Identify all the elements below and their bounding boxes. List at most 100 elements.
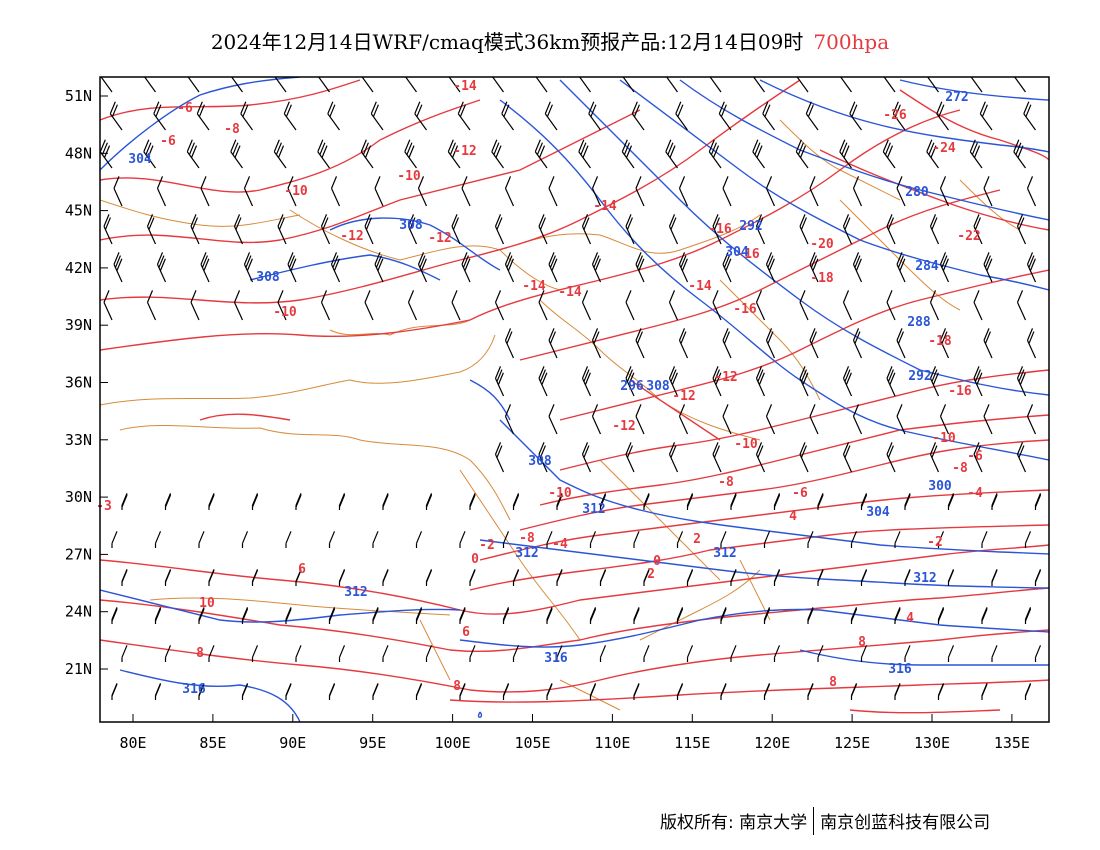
wind-barb [1024, 607, 1032, 624]
wind-barb [230, 139, 243, 169]
wind-barb [241, 683, 249, 700]
wind-barb [665, 139, 678, 169]
wind-barb [947, 493, 955, 510]
wind-barb [230, 77, 243, 93]
wind-barb [886, 366, 896, 397]
temperature-label: -20 [810, 237, 834, 252]
temperature-isotherm [629, 379, 721, 441]
temperature-label: -4 [967, 486, 983, 501]
wind-barb [196, 101, 210, 131]
wind-barb [755, 214, 766, 245]
wind-barb [251, 645, 259, 662]
wind-barb [860, 569, 868, 586]
geopotential-height-contour [499, 99, 1049, 461]
wind-barb [146, 290, 157, 321]
temperature-label: 6 [298, 562, 306, 577]
geopotential-height-contour [477, 711, 483, 718]
wind-barb [415, 683, 423, 700]
wind-barb [285, 531, 292, 548]
geopotential-height-contour [100, 77, 301, 171]
wind-barb [904, 493, 911, 510]
wind-barb [251, 569, 259, 586]
geopotential-height-contour [479, 539, 1049, 589]
wind-barb [722, 252, 732, 283]
boundary-line [839, 199, 961, 311]
boundary-line [459, 469, 581, 641]
wind-barb [765, 176, 776, 207]
wind-barb [328, 683, 336, 700]
temperature-label: -8 [519, 531, 535, 546]
geopotential-height-contour [799, 649, 1049, 666]
lat-tick-label: 36N [65, 374, 92, 392]
wind-barb [599, 645, 607, 662]
wind-barb [535, 77, 548, 93]
temperature-label: -12 [672, 389, 695, 404]
company-name: 南京创蓝科技有限公司 [820, 813, 991, 833]
lat-tick-label: 33N [65, 431, 92, 449]
wind-barb [538, 290, 548, 321]
wind-barb [361, 77, 374, 93]
wind-barb [722, 176, 732, 207]
wind-barb [763, 683, 771, 700]
wind-barb [892, 101, 906, 131]
boundary-lines [100, 119, 1021, 711]
wind-barb [494, 442, 505, 473]
temperature-isotherm [100, 319, 471, 351]
wind-barb [370, 101, 384, 131]
height-label: 284 [915, 259, 939, 274]
wind-barb [143, 77, 156, 93]
temperature-isotherm [100, 79, 361, 121]
wind-barb [512, 493, 520, 510]
temperature-label: 8 [453, 679, 461, 694]
temperature-label: 8 [196, 646, 204, 661]
wind-barb [720, 607, 727, 624]
boundary-line [100, 334, 496, 406]
temperature-label: -24 [932, 141, 956, 156]
lon-tick-label: 90E [279, 734, 306, 752]
wind-barb [103, 290, 113, 321]
wind-barb [635, 404, 645, 435]
wind-barb [404, 77, 417, 93]
wind-barb [686, 493, 694, 510]
temperature-label: -22 [957, 229, 980, 244]
temperature-label: 0 [471, 552, 479, 567]
wind-barb [556, 569, 563, 586]
wind-barb [544, 101, 558, 131]
copyright-owner: 版权所有: 南京大学 [660, 813, 808, 833]
wind-barb [164, 493, 172, 510]
wind-barb [625, 366, 635, 397]
wind-barb [712, 366, 722, 397]
wind-barb [665, 77, 678, 93]
wind-barb [581, 442, 592, 473]
wind-barb [502, 607, 510, 624]
temperature-label: -12 [453, 144, 476, 159]
lon-tick-label: 135E [994, 734, 1030, 752]
height-label: 304 [725, 245, 749, 260]
height-label: 304 [128, 152, 152, 167]
wind-barb [762, 101, 775, 131]
wind-barb [773, 493, 781, 510]
temperature-label: -12 [714, 370, 737, 385]
lat-tick-label: 39N [65, 316, 92, 334]
wind-barb [622, 77, 635, 93]
wind-barb [631, 101, 645, 131]
wind-barb [548, 252, 558, 283]
wind-barb [156, 252, 167, 283]
wind-barb [708, 139, 722, 169]
wind-barb [277, 290, 287, 321]
wind-barb [414, 101, 427, 131]
lat-tick-label: 45N [65, 202, 92, 220]
wind-barb [720, 531, 727, 548]
wind-barb [241, 531, 249, 548]
wind-barb [591, 328, 602, 359]
wind-barb [817, 645, 824, 662]
temperature-label: -10 [284, 184, 308, 199]
wind-barb [548, 404, 558, 435]
wind-barb [799, 290, 809, 321]
wind-barb [807, 531, 814, 548]
wind-barb [842, 214, 853, 245]
temperature-isotherm [579, 587, 1049, 641]
wind-barb [295, 645, 302, 662]
temperature-label: 2 [693, 532, 701, 547]
wind-barb [591, 252, 602, 283]
